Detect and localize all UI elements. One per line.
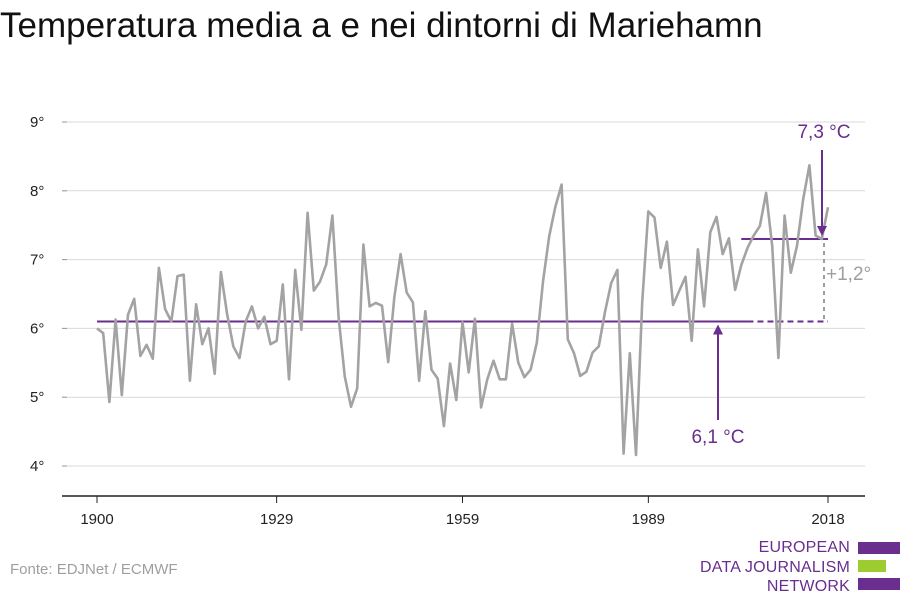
- x-tick-label: 1900: [80, 511, 113, 528]
- y-axis-ticks: 4° 5° 6° 7° 8° 9°: [30, 114, 67, 475]
- logo-bar-purple-bottom: [858, 578, 900, 590]
- y-tick-label: 7°: [30, 252, 44, 269]
- x-axis: 1900 1929 1959 1989 2018: [62, 495, 865, 528]
- recent-average-label: 7,3 °C: [797, 122, 850, 143]
- y-tick-label: 4°: [30, 458, 44, 475]
- chart-title: Temperatura media a e nei dintorni di Ma…: [0, 6, 763, 45]
- y-tick-label: 8°: [30, 183, 44, 200]
- temperature-series-line: [96, 164, 830, 457]
- recent-arrow-head: [817, 225, 827, 236]
- logo-bar-green: [858, 560, 886, 572]
- x-tick-label: 1929: [260, 511, 293, 528]
- x-tick-label: 1989: [632, 511, 665, 528]
- baseline-arrow-head: [713, 324, 723, 335]
- y-tick-label: 9°: [30, 114, 44, 131]
- x-tick-label: 2018: [811, 511, 844, 528]
- difference-label: +1,2°: [826, 264, 871, 285]
- reference-lines: [97, 237, 828, 323]
- logo-line-2: DATA JOURNALISM: [700, 559, 850, 576]
- series-layer: [96, 164, 830, 457]
- x-tick-label: 1959: [446, 511, 479, 528]
- source-credit: Fonte: EDJNet / ECMWF: [10, 561, 178, 578]
- baseline-label: 6,1 °C: [691, 427, 744, 448]
- logo-line-3: NETWORK: [766, 578, 850, 595]
- grid-lines: [62, 121, 865, 467]
- logo-bar-purple-top: [858, 542, 900, 554]
- edjnet-logo: EUROPEAN DATA JOURNALISM NETWORK: [700, 538, 900, 598]
- logo-line-1: EUROPEAN: [758, 539, 850, 556]
- y-tick-label: 6°: [30, 320, 44, 337]
- y-tick-label: 5°: [30, 389, 44, 406]
- annotations: 6,1 °C 7,3 °C +1,2°: [691, 122, 871, 448]
